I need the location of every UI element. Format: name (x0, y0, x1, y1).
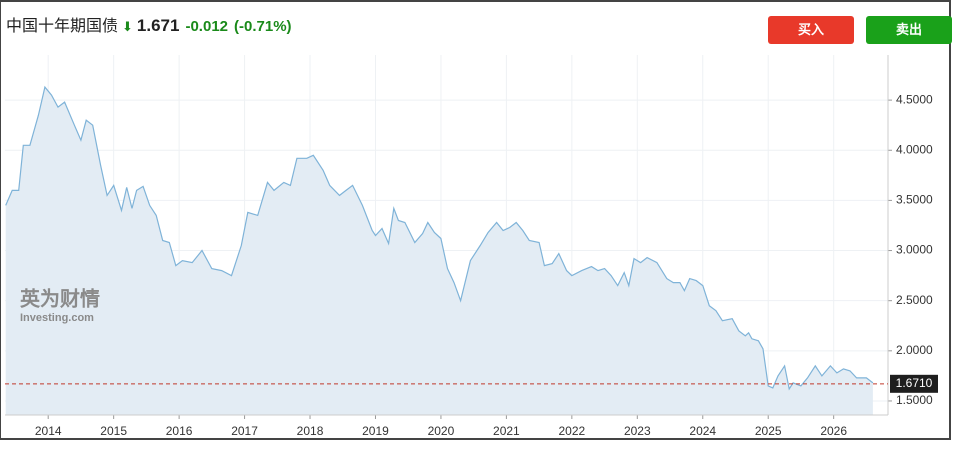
y-tick-label: 3.5000 (896, 193, 933, 207)
line (5, 85, 874, 391)
down-arrow: ⬇ (122, 19, 133, 34)
x-tick-label: 2021 (493, 424, 520, 438)
y-tick-label: 3.0000 (896, 243, 933, 257)
x-tick-label: 2024 (689, 424, 716, 438)
x-tick-label: 2025 (755, 424, 782, 438)
x-tick-label: 2018 (297, 424, 324, 438)
x-tick-label: 2020 (428, 424, 455, 438)
x-tick-label: 2023 (624, 424, 651, 438)
x-tick-label: 2015 (100, 424, 127, 438)
watermark-en: Investing.com (20, 312, 94, 324)
buy-button[interactable]: 买入 (768, 16, 854, 44)
y-tick-label: 4.0000 (896, 142, 933, 156)
x-tick-label: 2016 (166, 424, 193, 438)
x-tick-label: 2026 (820, 424, 847, 438)
x-tick-label: 2022 (558, 424, 585, 438)
current-label: 1.6710 (896, 376, 933, 390)
y-tick-label: 2.5000 (896, 293, 933, 307)
sell-button[interactable]: 卖出 (866, 16, 952, 44)
y-tick-label: 4.5000 (896, 92, 933, 106)
area (5, 87, 873, 415)
x-tick-label: 2014 (35, 424, 62, 438)
y-tick-label: 1.5000 (896, 393, 933, 407)
change: -0.012 (185, 18, 229, 35)
change-pct: (-0.71%) (234, 18, 292, 35)
x-tick-label: 2019 (362, 424, 389, 438)
frame (0, 0, 951, 440)
title: 中国十年期国债 (6, 18, 119, 35)
header: 中国十年期国债 ⬇ 1.671 -0.012 (-0.71%) (6, 12, 292, 36)
price: 1.671 (136, 16, 180, 35)
x-tick-label: 2017 (231, 424, 258, 438)
watermark-cn: 英为财情 (20, 286, 100, 310)
y-tick-label: 2.0000 (896, 343, 933, 357)
current-label-box (890, 374, 938, 393)
